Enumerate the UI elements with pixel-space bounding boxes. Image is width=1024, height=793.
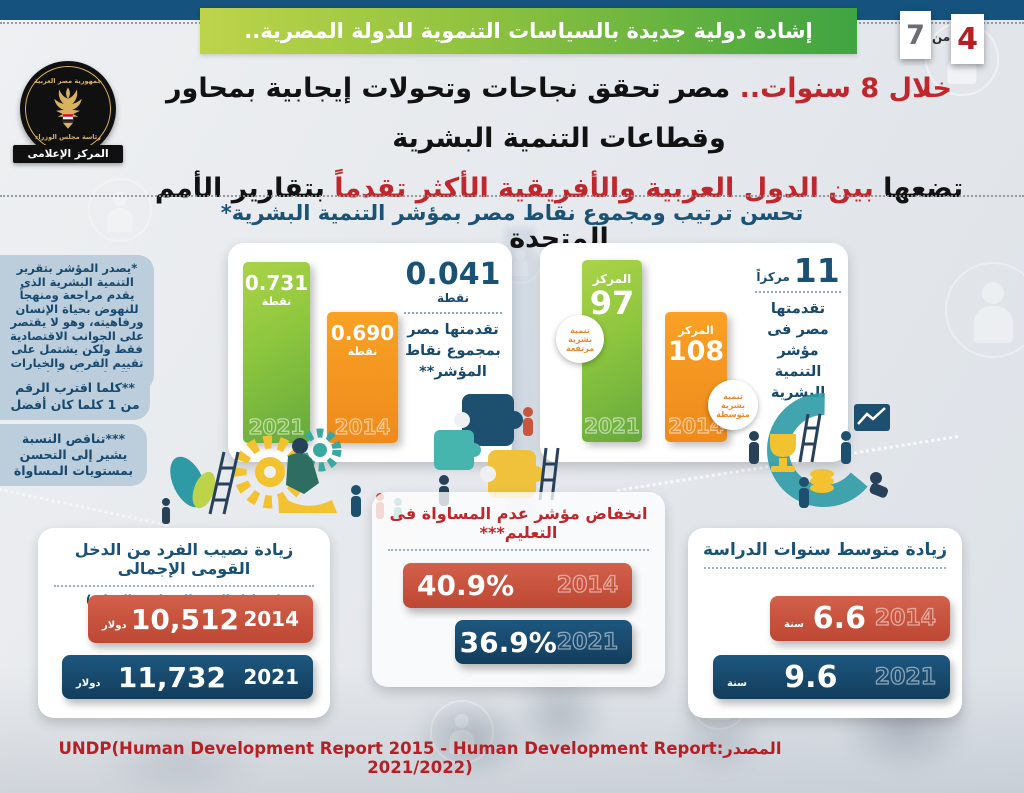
bar-value: 11,732 [117, 660, 226, 694]
headline-black-2: تضعها [873, 173, 964, 204]
headline-black-1: مصر تحقق نجاحات وتحولات إيجابية بمحاور و… [166, 73, 731, 154]
bar-unit: سنة [784, 619, 804, 630]
dotted-divider [404, 312, 502, 314]
footnote-score-meaning: **كلما اقترب الرقم من 1 كلما كان أفضل [0, 372, 150, 420]
delta-value: 11 [793, 251, 840, 290]
bar-2021-gni: 2021 11,732 دولار [62, 655, 313, 699]
bar-2014-schooling: 2014 6.6 سنة [770, 596, 950, 641]
inequality-title: انخفاض مؤشر عدم المساواة فى التعليم*** [389, 504, 648, 542]
bar-year: 2014 [243, 607, 299, 631]
person-network-icon [430, 700, 494, 764]
bar-2014-inequality: 2014 40.9% [403, 563, 632, 608]
dotted-divider [54, 585, 314, 587]
logo-emblem-circle: جمهورية مصر العربية رئاسة مجلس الوزراء [20, 61, 116, 157]
logo-ribbon: المركز الإعلامى [13, 145, 123, 163]
bar-year: 2021 [874, 664, 937, 690]
achievement-scene-illustration [749, 393, 890, 508]
gni-title: زيادة نصيب الفرد من الدخل القومى الإجمال… [74, 540, 294, 578]
page-total-flag: 7 [900, 11, 931, 59]
eagle-emblem-icon [54, 87, 82, 129]
bar-2014-points: 0.690 نقطة 2014 [327, 312, 398, 443]
bar-unit: دولار [76, 677, 101, 689]
bar-2021-inequality: 2021 36.9% [455, 620, 632, 664]
points-delta-annotation: 0.041 نقطة تقدمتها مصر بمجموع نقاط المؤش… [404, 259, 502, 383]
bar-year: 2021 [584, 413, 641, 438]
page-current: 4 [957, 21, 978, 57]
dotted-decor-line [0, 486, 169, 527]
headline-banner: إشادة دولية جديدة بالسياسات التنموية للد… [200, 8, 857, 54]
government-logo: جمهورية مصر العربية رئاسة مجلس الوزراء ا… [13, 61, 123, 163]
headline-red-2: بين الدول العربية والأفريقية الأكثر تقدم… [324, 173, 874, 204]
source-label: المصدر: [716, 739, 782, 758]
banner-text: إشادة دولية جديدة بالسياسات التنموية للد… [244, 19, 813, 43]
bar-2021-points: 0.731 نقطة 2021 [243, 262, 310, 443]
bar-value: 108 [667, 336, 725, 367]
page-current-flag: 4 [951, 14, 984, 64]
bar-value: 36.9% [459, 625, 557, 659]
delta-unit: مركزاً [756, 270, 790, 284]
dotted-divider [704, 567, 946, 569]
schooling-years-chart-card: زيادة متوسط سنوات الدراسة 2014 6.6 سنة 2… [688, 528, 962, 718]
bar-year: 2014 [874, 605, 937, 631]
bar-year: 2014 [334, 414, 391, 439]
dotted-divider [755, 291, 841, 293]
headline-red-1: خلال 8 سنوات.. [730, 73, 953, 104]
page-of-word: من [932, 30, 951, 44]
bar-2021-schooling: 2021 9.6 سنة [713, 655, 950, 699]
badge-medium-human-development: تنمية بشرية متوسطة [708, 380, 758, 430]
section-subtitle: تحسن ترتيب ومجموع نقاط مصر بمؤشر التنمية… [220, 201, 804, 225]
bar-year: 2014 [556, 572, 619, 598]
dotted-divider-mid [0, 195, 1024, 197]
logo-arc-top-text: جمهورية مصر العربية [34, 77, 102, 85]
bar-unit: دولار [102, 619, 127, 631]
badge-high-human-development: تنمية بشرية مرتفعة [556, 315, 604, 363]
bar-year: 2021 [248, 414, 305, 439]
footnote-percentage-meaning: ***تناقص النسبة يشير إلى التحسن بمستويات… [0, 424, 147, 486]
delta-value: 0.041 [405, 257, 501, 292]
person-network-icon [88, 178, 152, 242]
education-inequality-chart-card: انخفاض مؤشر عدم المساواة فى التعليم*** 2… [372, 492, 665, 687]
logo-arc-bottom-text: رئاسة مجلس الوزراء [35, 133, 101, 141]
bar-2014-gni: 2014 10,512 دولار [88, 595, 313, 643]
delta-unit: نقطة [436, 291, 470, 305]
bar-unit: سنة [727, 677, 747, 689]
bar-value: 40.9% [417, 569, 515, 602]
bar-unit: نقطة [347, 345, 378, 358]
page-total: 7 [906, 19, 925, 51]
bar-value: 0.690 [330, 321, 395, 345]
bar-unit: نقطة [261, 295, 292, 308]
bar-value: 97 [589, 284, 635, 322]
person-network-icon [945, 262, 1024, 358]
main-headline: خلال 8 سنوات.. مصر تحقق نجاحات وتحولات إ… [105, 64, 1013, 264]
gni-chart-card: زيادة نصيب الفرد من الدخل القومى الإجمال… [38, 528, 330, 718]
rank-label: المركز [678, 324, 714, 337]
rank-label: المركز [592, 272, 632, 286]
puzzle-pieces-illustration [434, 394, 560, 506]
dotted-divider [388, 549, 649, 551]
delta-caption: تقدمتها مصر بمجموع نقاط المؤشر** [405, 322, 501, 380]
bar-value: 6.6 [812, 601, 866, 636]
headline-black-3: بتقارير الأمم المتحدة [154, 173, 609, 254]
footnote-hdi-definition: *يصدر المؤشر بتقرير التنمية البشرية الذى… [0, 255, 154, 391]
source-line: المصدر:UNDP(Human Development Report 201… [40, 739, 800, 777]
source-text: UNDP(Human Development Report 2015 - Hum… [58, 739, 717, 777]
bar-year: 2021 [556, 629, 619, 655]
bar-value: 9.6 [784, 659, 838, 695]
bar-value: 10,512 [130, 602, 239, 636]
bar-year: 2021 [243, 665, 299, 689]
bar-value: 0.731 [244, 271, 309, 295]
schooling-title: زيادة متوسط سنوات الدراسة [702, 540, 947, 560]
